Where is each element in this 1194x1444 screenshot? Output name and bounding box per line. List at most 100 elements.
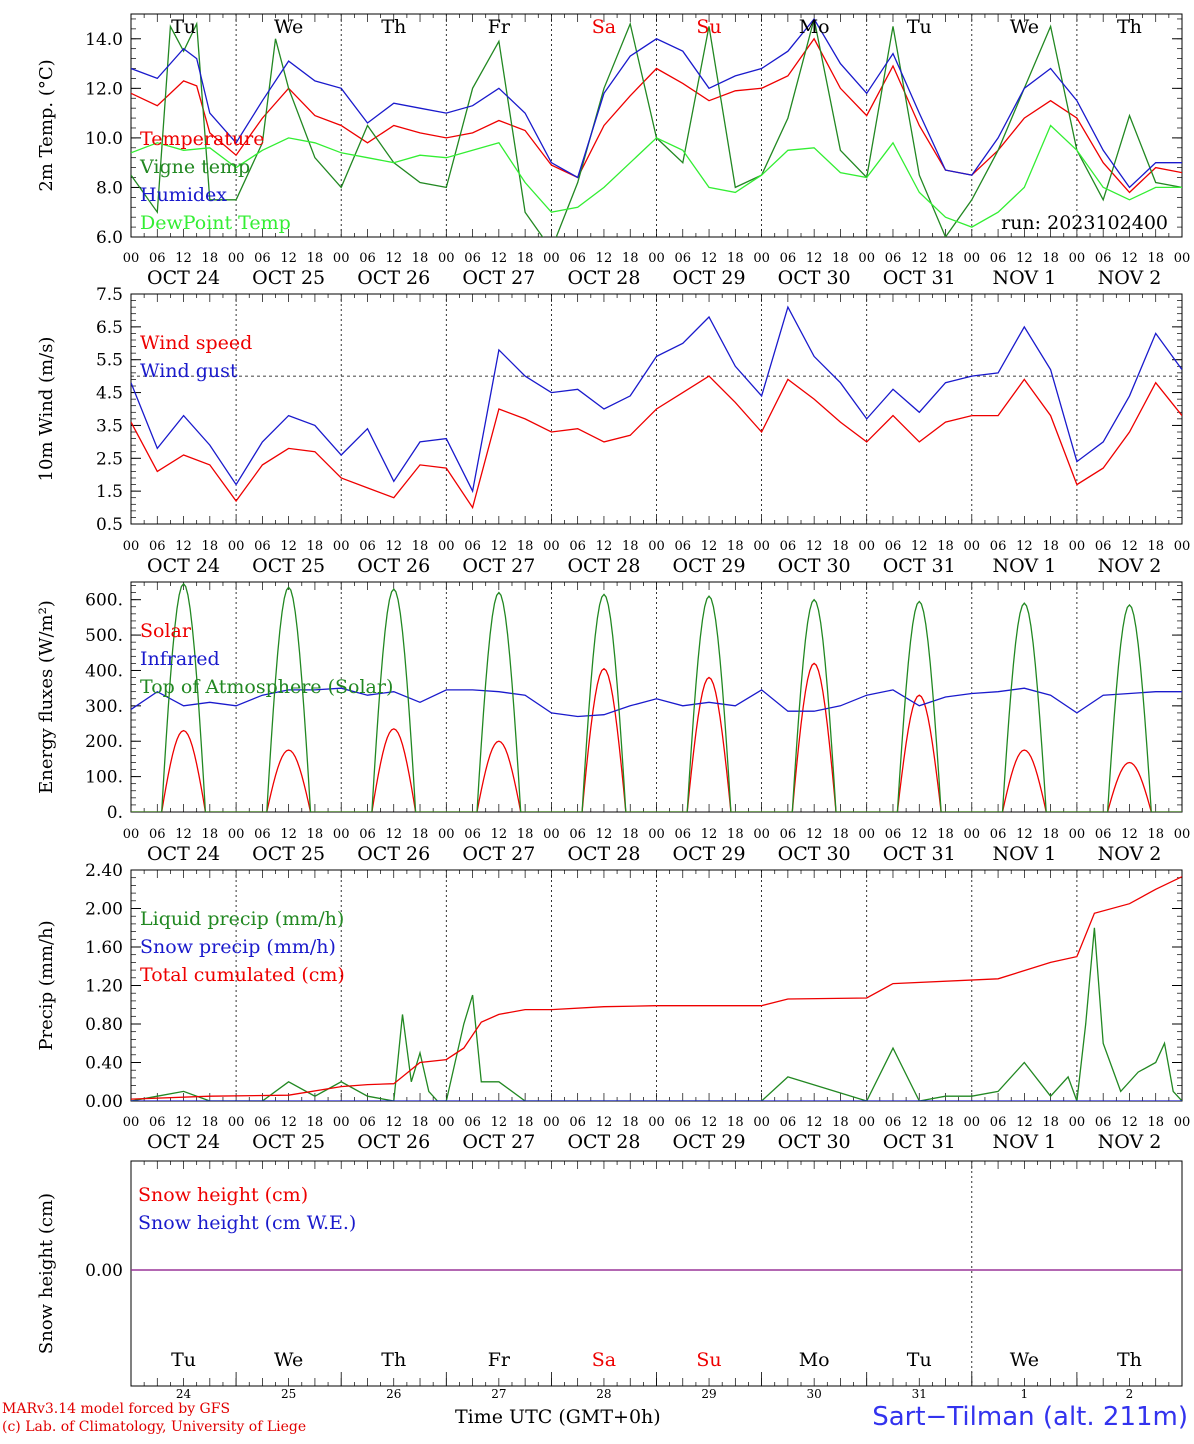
series-line-humidex (131, 17, 1182, 189)
hour-label: 00 (1174, 251, 1191, 266)
hour-label: 18 (832, 1115, 849, 1130)
y-tick-label: 5.5 (96, 351, 123, 371)
hour-label: 18 (202, 827, 219, 842)
hour-label: 12 (1121, 827, 1138, 842)
day-label-bottom: We (1010, 1349, 1039, 1371)
date-label: NOV 1 (992, 843, 1056, 865)
legend-entry: Wind speed (140, 332, 252, 354)
date-label: OCT 31 (883, 267, 956, 289)
day-label-top: Mo (799, 16, 830, 38)
hour-label: 12 (175, 827, 192, 842)
date-label: OCT 29 (673, 1131, 746, 1153)
hour-label: 00 (964, 827, 981, 842)
hour-label: 12 (806, 827, 823, 842)
hour-label: 00 (333, 827, 350, 842)
time-axis-label: Time UTC (GMT+0h) (455, 1406, 661, 1428)
hour-label: 06 (780, 1115, 797, 1130)
day-label-bottom: Sa (592, 1349, 616, 1371)
date-label: OCT 25 (252, 555, 325, 577)
hour-label: 06 (1095, 251, 1112, 266)
legend-entry: Top of Atmosphere (Solar) (140, 676, 393, 698)
y-tick-label: 0.5 (96, 515, 123, 535)
hour-label: 18 (517, 251, 534, 266)
date-label: OCT 30 (778, 555, 851, 577)
y-tick-label: 600. (85, 591, 123, 611)
hour-label: 12 (1016, 1115, 1033, 1130)
hour-label: 12 (701, 251, 718, 266)
legend-entry: Infrared (140, 648, 220, 670)
hour-label: 18 (1042, 1115, 1059, 1130)
y-axis-label: Precip (mm/h) (36, 920, 57, 1050)
series-line-total-cumulated-cm- (131, 876, 1182, 1100)
hour-label: 00 (964, 539, 981, 554)
hour-label: 06 (1095, 1115, 1112, 1130)
day-label-bottom: We (274, 1349, 303, 1371)
hour-label: 06 (885, 251, 902, 266)
hour-label: 06 (149, 827, 166, 842)
hour-label: 12 (385, 827, 402, 842)
day-label-bottom: Th (381, 1349, 406, 1371)
y-tick-label: 1.60 (85, 938, 123, 958)
hour-label: 12 (806, 539, 823, 554)
hour-label: 18 (1147, 827, 1164, 842)
bottom-date-label: 25 (281, 1387, 296, 1401)
hour-label: 12 (175, 539, 192, 554)
day-label-top: Tu (171, 16, 196, 38)
hour-label: 18 (832, 827, 849, 842)
date-label: OCT 25 (252, 267, 325, 289)
date-label: OCT 30 (778, 1131, 851, 1153)
hour-label: 06 (990, 251, 1007, 266)
hour-label: 18 (412, 827, 429, 842)
date-label: OCT 28 (567, 1131, 640, 1153)
hour-label: 12 (385, 251, 402, 266)
hour-label: 00 (753, 827, 770, 842)
hour-label: 18 (622, 1115, 639, 1130)
hour-label: 12 (911, 539, 928, 554)
hour-label: 12 (911, 1115, 928, 1130)
hour-label: 12 (1016, 251, 1033, 266)
panel-4 (130, 869, 1183, 1102)
date-label: NOV 2 (1098, 555, 1162, 577)
date-label: OCT 25 (252, 1131, 325, 1153)
hour-label: 00 (543, 251, 560, 266)
series-group (131, 876, 1182, 1101)
date-label: NOV 2 (1098, 267, 1162, 289)
date-label: NOV 2 (1098, 843, 1162, 865)
hour-label: 00 (438, 539, 455, 554)
legend-entry: Vigne temp (139, 156, 250, 178)
hour-label: 12 (491, 539, 508, 554)
day-label-bottom: Mo (799, 1349, 830, 1371)
hour-label: 06 (464, 827, 481, 842)
day-label-top: Sa (592, 16, 616, 38)
y-tick-label: 12.0 (85, 79, 123, 99)
day-label-top: Th (1117, 16, 1142, 38)
hour-label: 06 (359, 251, 376, 266)
hour-label: 06 (780, 539, 797, 554)
hour-label: 18 (307, 1115, 324, 1130)
hour-label: 06 (675, 827, 692, 842)
y-tick-label: 500. (85, 626, 123, 646)
hour-label: 00 (438, 827, 455, 842)
date-label: OCT 26 (357, 1131, 430, 1153)
hour-label: 06 (569, 251, 586, 266)
hour-label: 18 (202, 251, 219, 266)
date-label: OCT 29 (673, 843, 746, 865)
series-line-top-of-atmosphere-solar- (131, 582, 1182, 812)
hour-label: 18 (202, 539, 219, 554)
hour-label: 00 (333, 539, 350, 554)
y-axis-label: 2m Temp. (°C) (36, 59, 57, 191)
hour-label: 06 (254, 1115, 271, 1130)
legend-entry: Snow height (cm) (138, 1184, 308, 1206)
hour-label: 18 (1042, 539, 1059, 554)
day-label-bottom: Tu (907, 1349, 932, 1371)
hour-label: 12 (491, 251, 508, 266)
hour-label: 06 (359, 539, 376, 554)
hour-label: 06 (780, 251, 797, 266)
legend-entry: Solar (140, 620, 192, 642)
y-tick-label: 14.0 (85, 30, 123, 50)
date-label: OCT 27 (462, 1131, 535, 1153)
y-tick-label: 1.20 (85, 977, 123, 997)
hour-label: 18 (517, 539, 534, 554)
hour-label: 12 (596, 539, 613, 554)
